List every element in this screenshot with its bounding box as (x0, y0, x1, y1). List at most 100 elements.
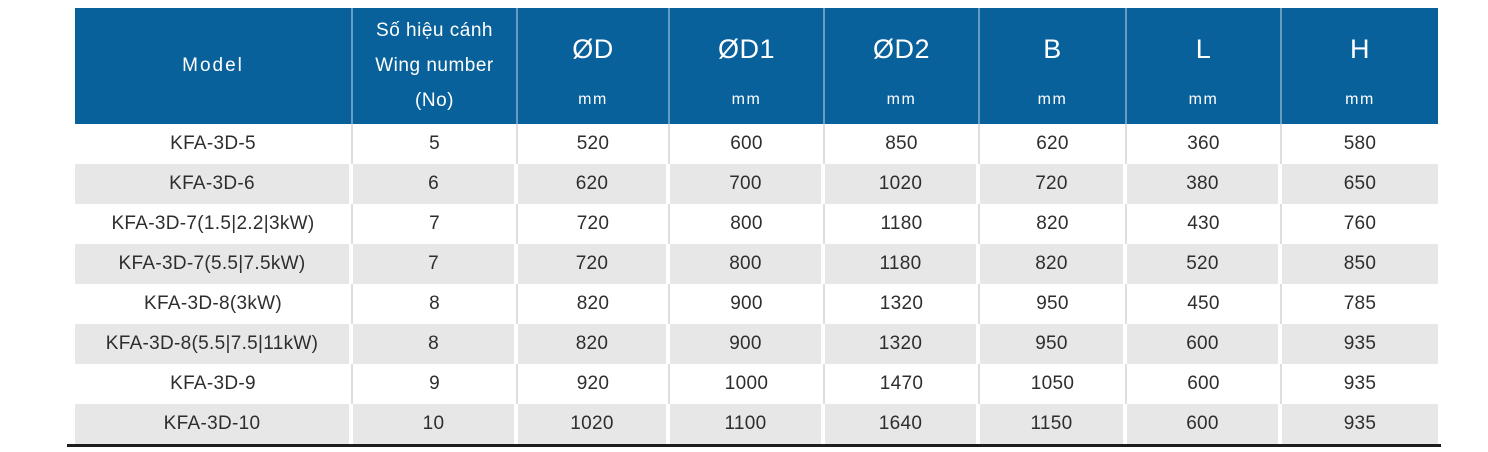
cell-value: 800 (670, 244, 825, 284)
cell-value: 600 (1127, 404, 1282, 444)
cell-model: KFA-3D-6 (75, 164, 353, 204)
cell-value: 935 (1282, 364, 1438, 404)
dim-column-label: B (1043, 34, 1062, 64)
header-dim-column: ØD mm (518, 8, 670, 124)
cell-value: 850 (1282, 244, 1438, 284)
cell-value: 1000 (670, 364, 825, 404)
dim-column-unit: mm (731, 91, 762, 108)
cell-value: 820 (980, 244, 1127, 284)
dim-column-unit: mm (578, 91, 608, 108)
table-row: KFA-3D-5 5 520 600 850 620 360 580 (75, 124, 1438, 164)
table-row: KFA-3D-10 10 1020 1100 1640 1150 600 935 (75, 404, 1438, 444)
dim-column-label: ØD2 (872, 34, 931, 64)
cell-wing-number: 7 (353, 204, 518, 244)
cell-wing-number: 7 (353, 244, 518, 284)
cell-model: KFA-3D-7(5.5|7.5kW) (75, 244, 353, 284)
cell-value: 1320 (825, 324, 980, 364)
table-body: KFA-3D-5 5 520 600 850 620 360 580 KFA-3D-6 6 620 7… (75, 124, 1438, 444)
cell-value: 520 (518, 124, 670, 164)
cell-value: 950 (980, 284, 1127, 324)
cell-value: 900 (670, 324, 825, 364)
cell-value: 820 (518, 284, 670, 324)
header-model: Model (75, 8, 353, 124)
cell-value: 430 (1127, 204, 1282, 244)
cell-value: 450 (1127, 284, 1282, 324)
cell-value: 650 (1282, 164, 1438, 204)
cell-wing-number: 10 (353, 404, 518, 444)
table-row: KFA-3D-7(5.5|7.5kW) 7 720 800 1180 820 520 850 (75, 244, 1438, 284)
header-wing-number: Số hiệu cánh Wing number (No) (353, 8, 518, 124)
cell-value: 620 (980, 124, 1127, 164)
cell-model: KFA-3D-10 (75, 404, 353, 444)
cell-model: KFA-3D-7(1.5|2.2|3kW) (75, 204, 353, 244)
cell-value: 600 (670, 124, 825, 164)
cell-wing-number: 9 (353, 364, 518, 404)
dim-column-unit: mm (1345, 91, 1375, 108)
header-dim-column: ØD2 mm (825, 8, 980, 124)
cell-wing-number: 5 (353, 124, 518, 164)
cell-value: 380 (1127, 164, 1282, 204)
cell-value: 1180 (825, 244, 980, 284)
table-row: KFA-3D-7(1.5|2.2|3kW) 7 720 800 1180 820 430 76… (75, 204, 1438, 244)
dim-column-label: ØD (572, 34, 614, 64)
header-wing-line-no: (No) (415, 90, 454, 111)
cell-wing-number: 6 (353, 164, 518, 204)
cell-value: 580 (1282, 124, 1438, 164)
table-row: KFA-3D-8(3kW) 8 820 900 1320 950 450 785 (75, 284, 1438, 324)
cell-value: 620 (518, 164, 670, 204)
dim-column-unit: mm (886, 91, 917, 108)
cell-value: 720 (980, 164, 1127, 204)
header-wing-line-vi: Số hiệu cánh (376, 20, 493, 41)
cell-value: 360 (1127, 124, 1282, 164)
dim-column-label: L (1195, 34, 1212, 64)
cell-value: 720 (518, 244, 670, 284)
dim-column-unit: mm (1037, 91, 1068, 108)
cell-model: KFA-3D-5 (75, 124, 353, 164)
table-row: KFA-3D-6 6 620 700 1020 720 380 650 (75, 164, 1438, 204)
cell-value: 720 (518, 204, 670, 244)
cell-value: 760 (1282, 204, 1438, 244)
cell-value: 1470 (825, 364, 980, 404)
cell-wing-number: 8 (353, 284, 518, 324)
cell-model: KFA-3D-9 (75, 364, 353, 404)
dim-column-unit: mm (1188, 91, 1219, 108)
header-model-label: Model (182, 55, 244, 76)
spec-table: Model Số hiệu cánh Wing number (No) ØD mm… (75, 8, 1438, 444)
cell-value: 1180 (825, 204, 980, 244)
cell-value: 785 (1282, 284, 1438, 324)
dim-column-label: ØD1 (717, 34, 776, 64)
table-header: Model Số hiệu cánh Wing number (No) ØD mm… (75, 8, 1438, 124)
cell-value: 935 (1282, 324, 1438, 364)
cell-value: 900 (670, 284, 825, 324)
cell-wing-number: 8 (353, 324, 518, 364)
dim-column-label: H (1350, 34, 1370, 64)
header-dim-column: ØD1 mm (670, 8, 825, 124)
table-bottom-rule (67, 444, 1441, 447)
cell-value: 1020 (825, 164, 980, 204)
table-row: KFA-3D-8(5.5|7.5|11kW) 8 820 900 1320 950 600 9… (75, 324, 1438, 364)
cell-value: 520 (1127, 244, 1282, 284)
cell-value: 1150 (980, 404, 1127, 444)
cell-value: 1100 (670, 404, 825, 444)
cell-model: KFA-3D-8(3kW) (75, 284, 353, 324)
cell-value: 850 (825, 124, 980, 164)
cell-model: KFA-3D-8(5.5|7.5|11kW) (75, 324, 353, 364)
table-row: KFA-3D-9 9 920 1000 1470 1050 600 935 (75, 364, 1438, 404)
cell-value: 935 (1282, 404, 1438, 444)
cell-value: 800 (670, 204, 825, 244)
cell-value: 600 (1127, 364, 1282, 404)
cell-value: 820 (518, 324, 670, 364)
cell-value: 600 (1127, 324, 1282, 364)
cell-value: 1640 (825, 404, 980, 444)
cell-value: 700 (670, 164, 825, 204)
cell-value: 820 (980, 204, 1127, 244)
cell-value: 920 (518, 364, 670, 404)
cell-value: 1020 (518, 404, 670, 444)
cell-value: 1320 (825, 284, 980, 324)
header-wing-line-en: Wing number (375, 55, 494, 76)
cell-value: 1050 (980, 364, 1127, 404)
